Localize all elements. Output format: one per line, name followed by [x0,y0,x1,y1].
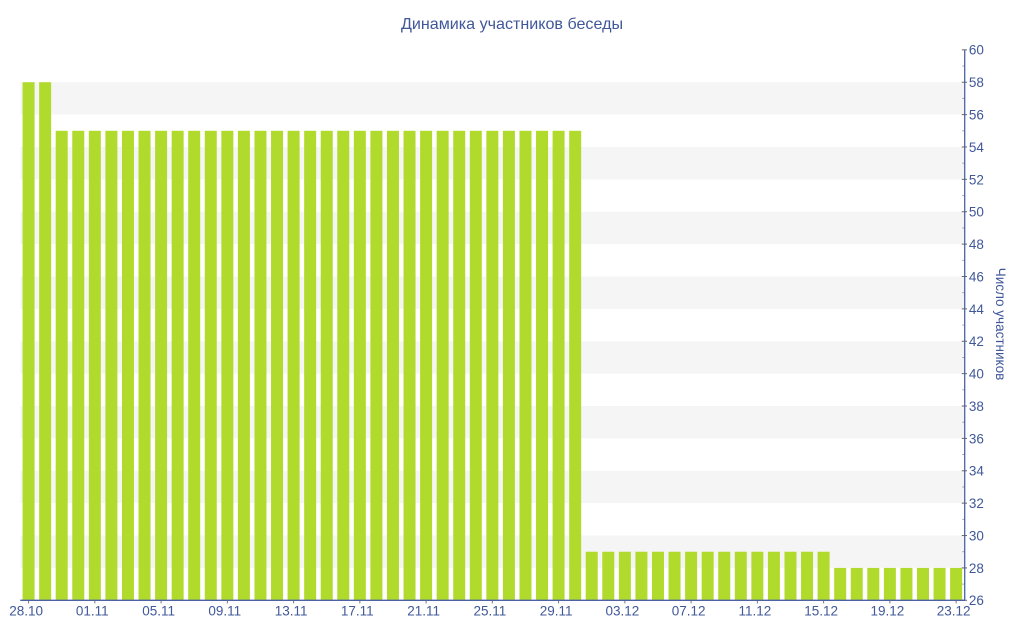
svg-text:34: 34 [969,464,985,479]
svg-text:46: 46 [969,269,984,284]
svg-text:15.12: 15.12 [804,603,838,618]
svg-text:17.11: 17.11 [341,603,374,618]
svg-text:29.11: 29.11 [540,603,573,618]
svg-text:25.11: 25.11 [474,603,507,618]
svg-text:52: 52 [969,172,984,187]
svg-text:38: 38 [969,399,984,414]
svg-text:36: 36 [969,431,984,446]
svg-text:21.11: 21.11 [407,603,440,618]
svg-text:23.12: 23.12 [937,603,971,618]
svg-text:03.12: 03.12 [606,603,640,618]
svg-text:54: 54 [969,140,985,155]
svg-text:44: 44 [969,302,985,317]
svg-text:42: 42 [969,334,984,349]
svg-text:13.11: 13.11 [275,603,308,618]
svg-text:Число участников: Число участников [993,268,1008,381]
svg-text:60: 60 [969,43,984,58]
svg-text:28.10: 28.10 [9,603,43,618]
svg-text:01.11: 01.11 [76,603,109,618]
svg-text:07.12: 07.12 [672,603,706,618]
svg-text:19.12: 19.12 [871,603,905,618]
svg-text:58: 58 [969,75,984,90]
svg-text:28: 28 [969,561,984,576]
svg-text:56: 56 [969,108,984,123]
svg-text:26: 26 [969,593,984,608]
svg-text:Динамика участников беседы: Динамика участников беседы [401,15,623,33]
svg-text:40: 40 [969,367,984,382]
svg-text:30: 30 [969,528,984,543]
svg-text:09.11: 09.11 [208,603,241,618]
svg-text:32: 32 [969,496,984,511]
svg-text:50: 50 [969,205,984,220]
svg-text:11.12: 11.12 [739,603,772,618]
svg-text:48: 48 [969,237,984,252]
svg-text:05.11: 05.11 [142,603,175,618]
